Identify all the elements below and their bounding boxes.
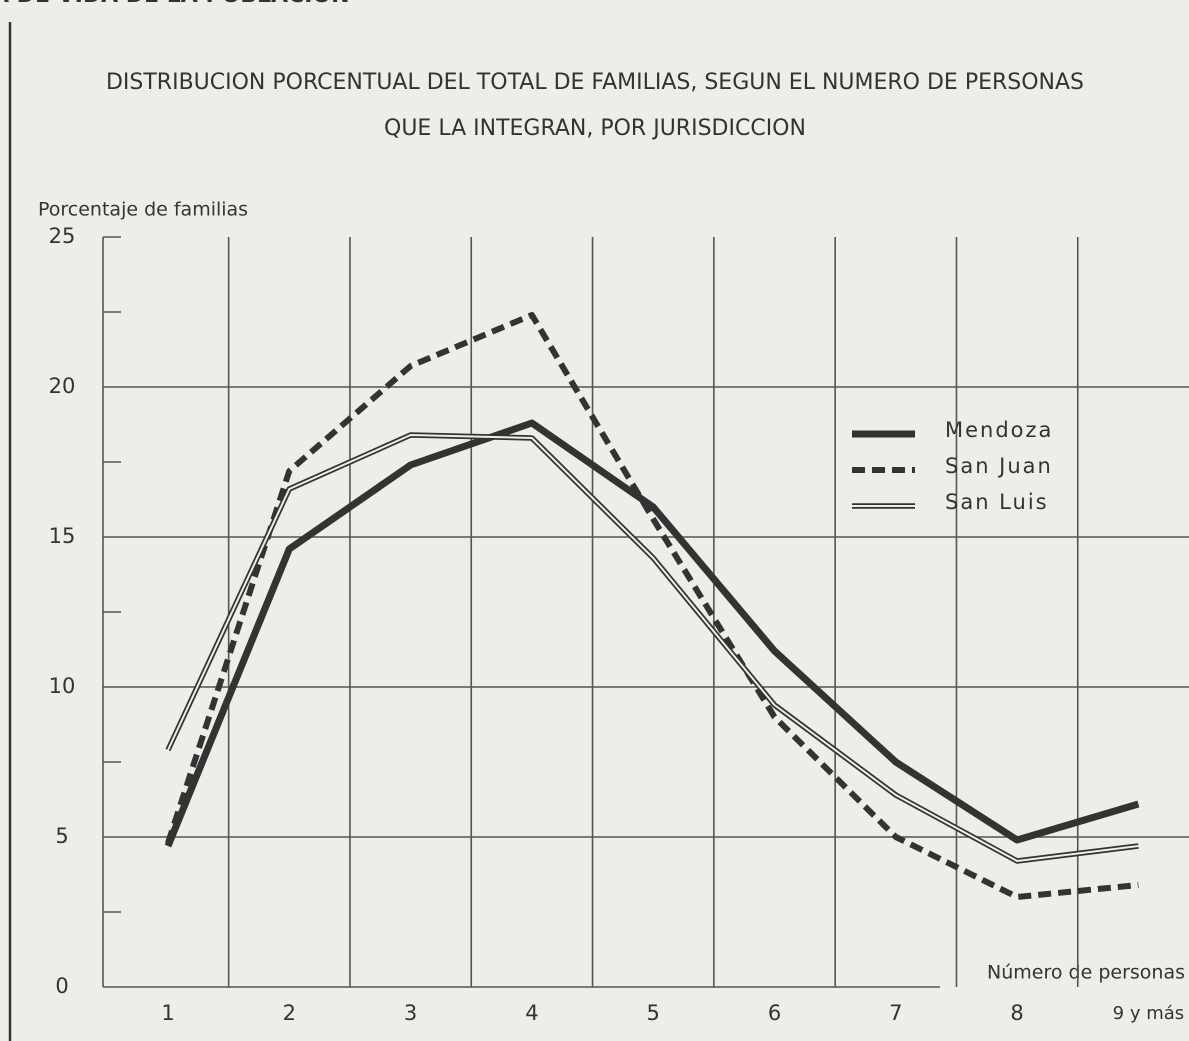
y-tick-label: 25 <box>49 224 76 248</box>
data-line-inner <box>167 434 1139 862</box>
x-tick-label: 1 <box>161 1001 174 1025</box>
y-tick-label: 5 <box>55 824 68 848</box>
x-tick-label: 3 <box>404 1001 417 1025</box>
x-tick-label: 8 <box>1010 1001 1023 1025</box>
y-tick-label: 20 <box>49 374 76 398</box>
x-tick-label: 6 <box>768 1001 781 1025</box>
chart-title: QUE LA INTEGRAN, POR JURISDICCION <box>384 116 806 141</box>
data-line <box>164 419 1140 848</box>
y-tick-label: 15 <box>49 524 76 548</box>
legend-label: San Juan <box>945 454 1053 478</box>
legend-label: San Luis <box>945 490 1049 514</box>
x-tick-label: 9 y más <box>1113 1003 1185 1024</box>
x-tick-label: 2 <box>283 1001 296 1025</box>
x-tick-label: 5 <box>647 1001 660 1025</box>
x-tick-label: 7 <box>889 1001 902 1025</box>
y-tick-label: 10 <box>49 674 76 698</box>
x-tick-label: 4 <box>525 1001 538 1025</box>
x-axis-label: Número de personas <box>987 962 1185 984</box>
page-header: A DE VIDA DE LA POBLACION <box>0 0 350 8</box>
legend-label: Mendoza <box>945 418 1053 442</box>
y-axis-label: Porcentaje de familias <box>38 199 248 221</box>
y-tick-label: 0 <box>55 974 68 998</box>
data-line <box>165 312 1139 900</box>
chart-title: DISTRIBUCION PORCENTUAL DEL TOTAL DE FAM… <box>106 70 1084 95</box>
